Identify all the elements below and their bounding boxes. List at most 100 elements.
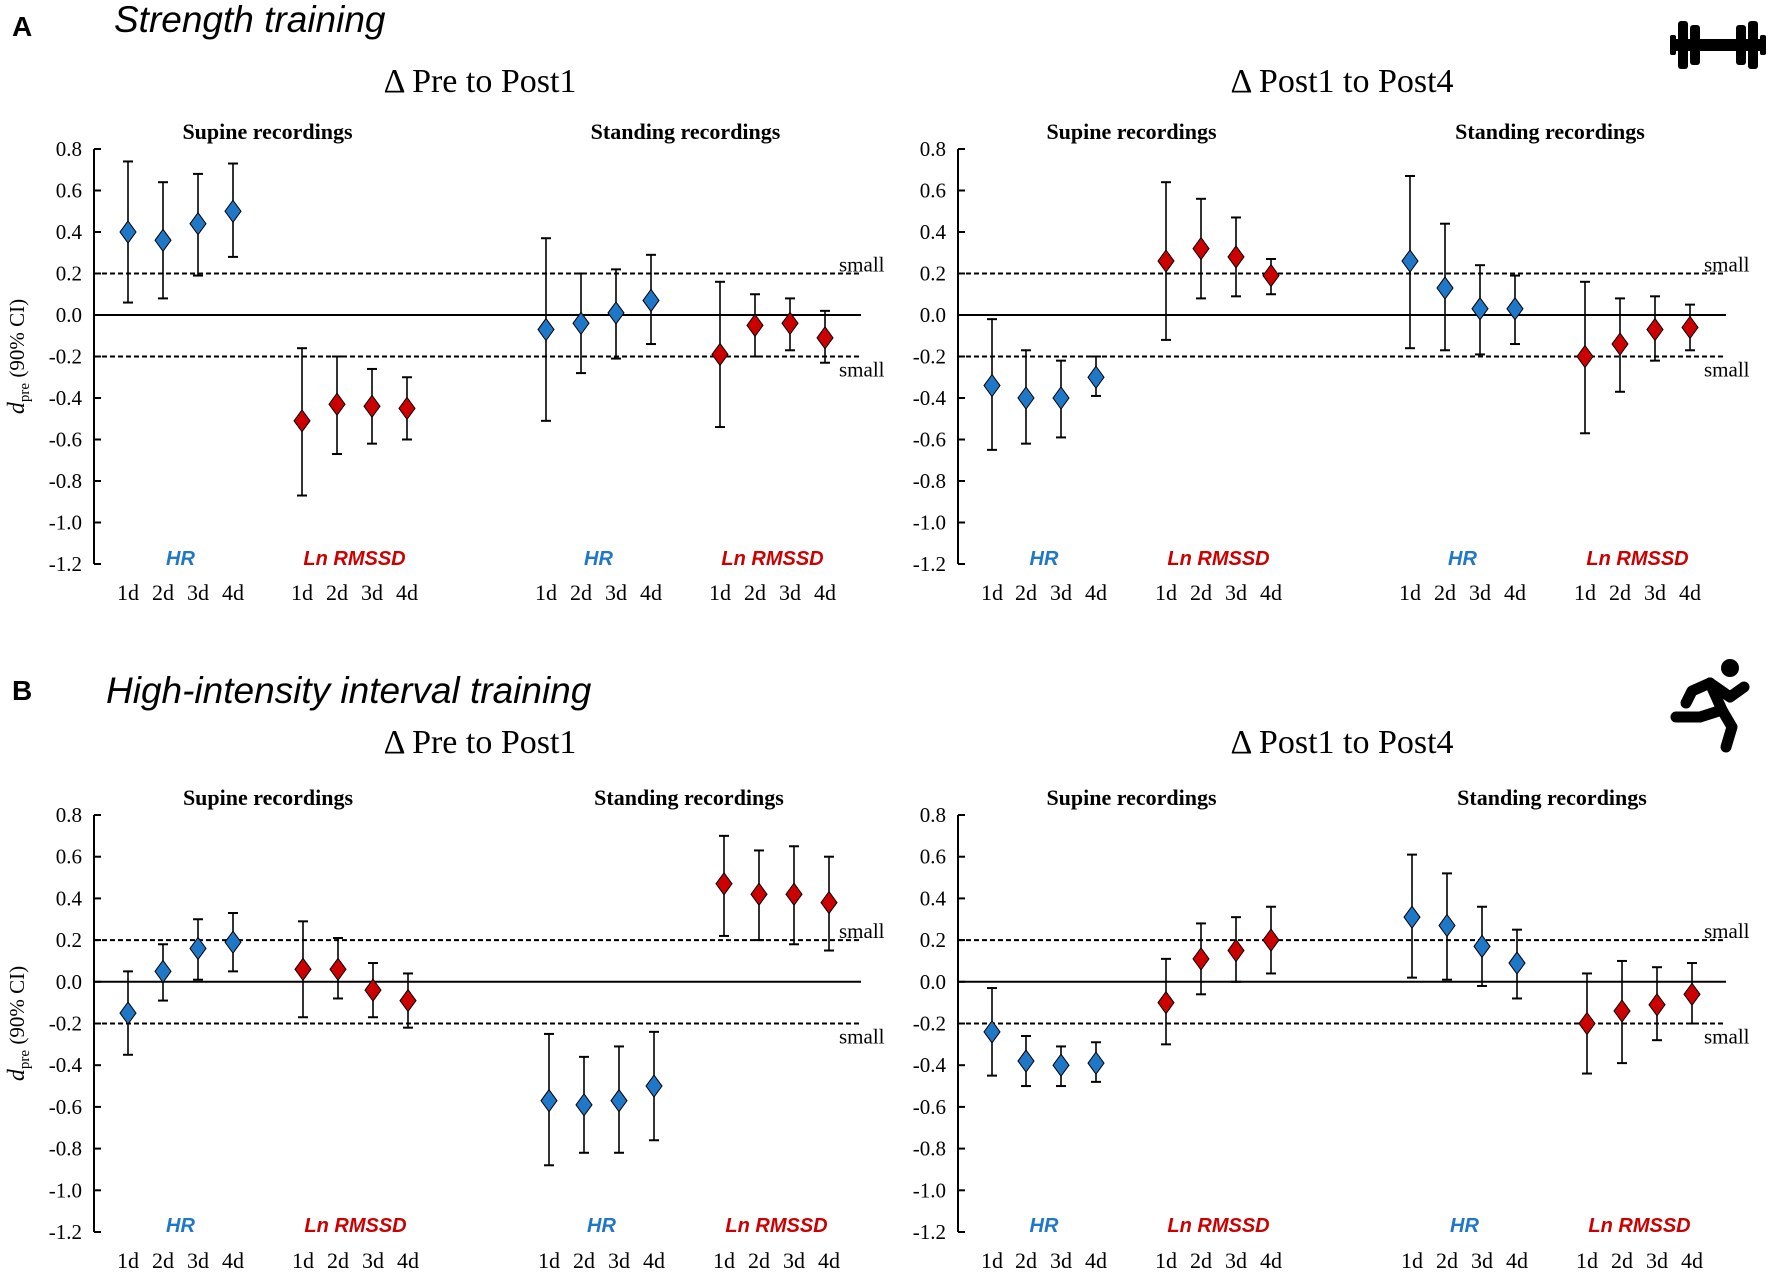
section-b-letter: B <box>12 675 32 706</box>
data-point-diamond <box>820 890 838 915</box>
day-label: 1d <box>709 580 731 605</box>
y-tick-label: 0.4 <box>920 886 947 910</box>
recording-subtitle: Supine recordings <box>1046 785 1217 810</box>
y-tick-label: -1.2 <box>49 1220 82 1244</box>
y-tick-label: -1.0 <box>913 1178 946 1202</box>
series-ln-rmssd: Ln RMSSD 1d 2d 3d 4d <box>1574 280 1701 605</box>
y-tick-label: -0.2 <box>913 1012 946 1036</box>
data-point-diamond <box>1227 245 1245 269</box>
series-hr: HR 1d 2d 3d 4d <box>981 318 1107 605</box>
y-tick-label: 0.0 <box>56 303 82 327</box>
day-label: 1d <box>535 580 557 605</box>
day-label: 1d <box>1155 580 1177 605</box>
day-label: 3d <box>1050 580 1072 605</box>
day-label: 2d <box>1436 1248 1458 1273</box>
reference-label: small <box>839 1025 885 1049</box>
data-point-diamond <box>1087 1051 1105 1075</box>
y-tick-label: 0.2 <box>920 262 946 286</box>
series-ln-rmssd: Ln RMSSD 1d 2d 3d 4d <box>713 834 840 1273</box>
reference-label: small <box>1704 919 1750 943</box>
day-label: 4d <box>222 580 244 605</box>
day-label: 4d <box>814 580 836 605</box>
day-label: 4d <box>1085 1248 1107 1273</box>
day-label: 1d <box>117 580 139 605</box>
y-tick-label: -0.6 <box>49 1095 82 1119</box>
data-point-diamond <box>1262 928 1280 952</box>
chart-panel-b-post1-post4: Δ Post1 to Post4 0.8 0.6 0.4 0.2 0.0 -0.2 -0.4 -… <box>913 724 1750 1273</box>
chart-panel-a-post1-post4: Δ Post1 to Post4 0.8 0.6 0.4 0.2 0.0 -0.2 -0.4 -… <box>913 63 1750 605</box>
data-point-diamond <box>224 930 242 955</box>
data-point-diamond <box>1157 990 1175 1015</box>
data-point-diamond <box>1227 938 1245 963</box>
data-point-diamond <box>363 394 381 419</box>
recording-subtitle: Standing recordings <box>1455 119 1645 144</box>
y-tick-label: -0.4 <box>913 386 947 410</box>
day-label: 3d <box>1646 1248 1668 1273</box>
day-label: 2d <box>327 1248 349 1273</box>
data-point-diamond <box>1262 263 1280 288</box>
day-label: 4d <box>1679 580 1701 605</box>
series-ln-rmssd: Ln RMSSD 1d 2d 3d 4d <box>1576 959 1703 1273</box>
chart-title: Δ Post1 to Post4 <box>1230 724 1453 761</box>
y-tick-label: 0.6 <box>56 179 82 203</box>
day-label: 4d <box>1681 1248 1703 1273</box>
series-hr: HR 1d 2d 3d 4d <box>117 160 244 605</box>
day-label: 1d <box>291 580 313 605</box>
day-label: 1d <box>1401 1248 1423 1273</box>
y-tick-label: -1.0 <box>49 1178 82 1202</box>
measure-label: HR <box>584 548 613 570</box>
chart-panel-a-pre-post1: Δ Pre to Post1 0.8 0.6 0.4 0.2 0.0 -0.2 -0.4 -0.… <box>4 63 885 605</box>
day-label: 2d <box>1015 580 1037 605</box>
recording-subtitle: Supine recordings <box>1046 119 1217 144</box>
data-point-diamond <box>1192 236 1210 261</box>
data-point-diamond <box>189 936 207 961</box>
y-tick-label: -0.8 <box>913 469 946 493</box>
data-point-diamond <box>750 882 768 907</box>
day-label: 4d <box>818 1248 840 1273</box>
data-point-diamond <box>1157 249 1175 273</box>
day-label: 1d <box>1399 580 1421 605</box>
data-point-diamond <box>329 957 347 982</box>
day-label: 1d <box>1574 580 1596 605</box>
y-tick-label: 0.8 <box>920 137 946 161</box>
data-point-diamond <box>1576 344 1594 369</box>
day-label: 2d <box>1190 580 1212 605</box>
day-label: 3d <box>1471 1248 1493 1273</box>
y-tick-label: 0.0 <box>920 303 946 327</box>
day-label: 4d <box>643 1248 665 1273</box>
day-label: 1d <box>538 1248 560 1273</box>
chart-title: Δ Pre to Post1 <box>384 724 577 761</box>
data-point-diamond <box>781 311 799 336</box>
data-point-diamond <box>572 311 590 336</box>
data-point-diamond <box>1613 999 1631 1023</box>
y-tick-label: 0.2 <box>56 262 82 286</box>
day-label: 2d <box>744 580 766 605</box>
data-point-diamond <box>715 871 733 896</box>
data-point-diamond <box>983 1019 1001 1044</box>
y-tick-label: 0.4 <box>920 220 947 244</box>
series-ln-rmssd: Ln RMSSD 1d 2d 3d 4d <box>1155 181 1282 605</box>
reference-label: small <box>1704 253 1750 277</box>
measure-label: HR <box>1448 548 1477 570</box>
measure-label: Ln RMSSD <box>1167 548 1269 570</box>
day-label: 3d <box>1225 1248 1247 1273</box>
data-point-diamond <box>398 396 416 421</box>
day-label: 2d <box>152 580 174 605</box>
day-label: 2d <box>570 580 592 605</box>
y-tick-label: -0.2 <box>49 1012 82 1036</box>
day-label: 4d <box>1506 1248 1528 1273</box>
measure-label: HR <box>1030 1215 1059 1237</box>
reference-label: small <box>839 253 885 277</box>
day-label: 4d <box>1085 580 1107 605</box>
runner-icon <box>1670 659 1750 753</box>
day-label: 2d <box>326 580 348 605</box>
y-tick-label: 0.4 <box>56 886 83 910</box>
day-label: 2d <box>1434 580 1456 605</box>
section-b-title: High-intensity interval training <box>106 670 592 711</box>
measure-label: Ln RMSSD <box>304 1215 406 1237</box>
reference-label: small <box>839 919 885 943</box>
data-point-diamond <box>711 342 729 367</box>
day-label: 4d <box>396 580 418 605</box>
y-tick-label: -0.6 <box>49 428 82 452</box>
measure-label: HR <box>1450 1215 1479 1237</box>
